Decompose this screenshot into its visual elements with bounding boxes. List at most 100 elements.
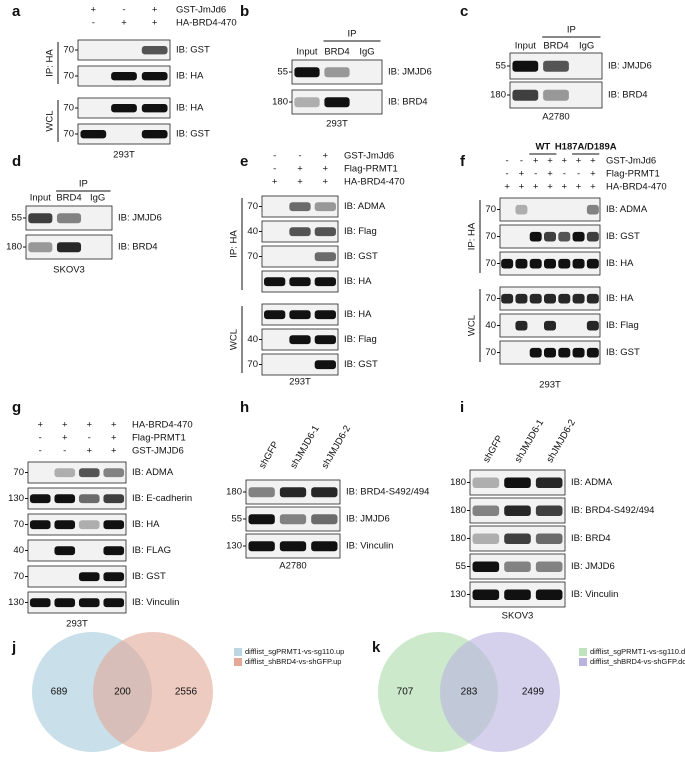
treatment-sign: + <box>91 5 97 16</box>
group-label: WCL <box>467 315 478 336</box>
band <box>501 258 514 269</box>
band <box>54 598 76 608</box>
band <box>248 541 275 552</box>
treatment-sign: + <box>547 182 553 193</box>
band <box>248 514 275 525</box>
band <box>529 231 542 242</box>
blot-antibody: IB: ADMA <box>344 201 386 212</box>
band <box>535 533 563 544</box>
band <box>28 242 53 253</box>
mw-marker: 70 <box>63 71 74 82</box>
mw-marker: 70 <box>247 251 258 262</box>
group-label: IP: HA <box>467 222 478 250</box>
lane-label: Input <box>30 193 51 204</box>
treatment-sign: - <box>273 164 276 175</box>
treatment-sign: + <box>590 169 596 180</box>
band <box>512 60 539 72</box>
blot-antibody: IB: HA <box>176 103 204 114</box>
band <box>529 347 542 358</box>
band <box>111 72 137 81</box>
band <box>472 505 500 516</box>
treatment-sign: - <box>92 18 95 29</box>
treatment-sign: + <box>86 446 92 457</box>
band <box>78 572 100 582</box>
treatment-sign: + <box>111 446 117 457</box>
panel-label: f <box>460 153 466 170</box>
band <box>279 514 307 525</box>
treatment-sign: + <box>86 420 92 431</box>
band <box>544 347 556 358</box>
band <box>141 46 168 55</box>
band <box>56 213 82 224</box>
treatment-sign: + <box>533 156 539 167</box>
lane-label: IgG <box>359 47 374 58</box>
blot-antibody: IB: FLAG <box>132 545 171 556</box>
mw-marker: 180 <box>450 477 466 488</box>
band <box>289 227 311 237</box>
panel-label: c <box>460 3 468 20</box>
legend-label: difflist_sgPRMT1-vs-sg110.down <box>590 647 685 656</box>
cell-line: A2780 <box>542 112 569 123</box>
band <box>294 97 320 108</box>
band <box>311 487 338 498</box>
treatment-sign: + <box>576 182 582 193</box>
mw-marker: 70 <box>63 129 74 140</box>
lane-label: BRD4 <box>324 47 349 58</box>
treatment-name: HA-BRD4-470 <box>132 420 193 431</box>
treatment-sign: + <box>547 156 553 167</box>
treatment-sign: + <box>547 169 553 180</box>
band <box>29 520 51 530</box>
treatment-sign: + <box>590 182 596 193</box>
band <box>103 520 125 530</box>
treatment-sign: + <box>323 151 329 162</box>
mw-marker: 70 <box>63 103 74 114</box>
band <box>504 505 531 516</box>
band <box>529 293 542 304</box>
mw-marker: 55 <box>11 213 22 224</box>
mw-marker: 70 <box>485 231 496 242</box>
blot-antibody: IB: GST <box>344 359 378 370</box>
blot-antibody: IB: HA <box>344 309 372 320</box>
band <box>572 258 585 269</box>
band <box>504 477 531 488</box>
band <box>572 231 585 242</box>
mw-marker: 55 <box>455 561 466 572</box>
band <box>515 320 528 331</box>
treatment-name: HA-BRD4-470 <box>344 177 405 188</box>
ip-label: IP <box>348 29 357 40</box>
band <box>289 277 311 287</box>
band <box>558 231 571 242</box>
band <box>78 598 100 608</box>
treatment-sign: - <box>39 446 42 457</box>
band <box>78 468 100 478</box>
mw-marker: 70 <box>485 347 496 358</box>
panel-label: e <box>240 153 248 170</box>
blot-antibody: IB: Flag <box>606 320 639 331</box>
treatment-sign: + <box>576 156 582 167</box>
cell-line: 293T <box>539 380 561 391</box>
treatment-sign: + <box>504 182 510 193</box>
treatment-sign: + <box>37 420 43 431</box>
band <box>248 487 275 498</box>
treatment-sign: - <box>298 151 301 162</box>
lane-label: shJMJD6-2 <box>320 424 354 471</box>
treatment-sign: + <box>272 177 278 188</box>
blot-antibody: IB: HA <box>132 519 160 530</box>
venn-count: 200 <box>114 687 131 698</box>
treatment-sign: - <box>88 433 91 444</box>
cell-line: 293T <box>66 619 88 630</box>
band <box>558 347 571 358</box>
mw-marker: 180 <box>226 487 242 498</box>
lane-label: shGFP <box>481 434 505 465</box>
lane-label: BRD4 <box>543 41 568 52</box>
band <box>515 204 528 215</box>
blot-antibody: IB: Vinculin <box>571 589 618 600</box>
blot-antibody: IB: JMJD6 <box>608 61 652 72</box>
treatment-name: GST-JMJD6 <box>132 446 184 457</box>
mw-marker: 180 <box>272 97 288 108</box>
legend-swatch <box>579 648 587 656</box>
band <box>294 67 320 78</box>
band <box>558 258 571 269</box>
band <box>80 130 107 139</box>
panel-label: i <box>460 399 464 416</box>
